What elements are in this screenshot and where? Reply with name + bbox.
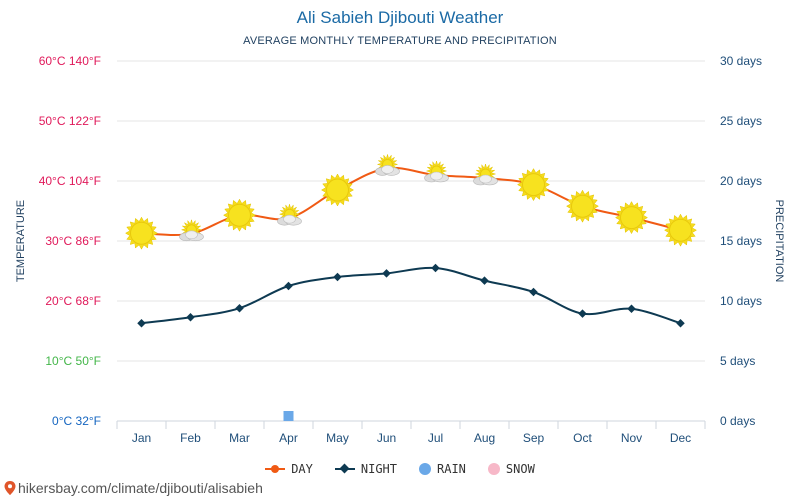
source-url: hikersbay.com/climate/djibouti/alisabieh <box>18 480 263 496</box>
cloud-part <box>479 174 492 184</box>
grid-lines <box>117 60 705 422</box>
cloud-part <box>283 214 296 224</box>
partly-cloudy-icon <box>424 160 449 183</box>
sun-disc <box>522 173 545 197</box>
night-series <box>137 263 685 328</box>
x-tick-label: Jul <box>428 431 443 445</box>
x-tick-label: Nov <box>621 431 642 445</box>
x-axis: Jan Feb Mar Apr May Jun Jul Aug Sep Oct Nov Dec <box>116 421 706 445</box>
sun-icon <box>663 213 698 247</box>
night-point <box>137 318 146 328</box>
cloud-shape <box>424 171 449 183</box>
x-tick-label: Dec <box>670 431 691 445</box>
sun-disc <box>326 178 349 202</box>
rain-dot-icon <box>419 463 431 475</box>
legend-label-rain: RAIN <box>437 462 466 476</box>
sun-icon <box>516 168 551 202</box>
chart-title: Ali Sabieh Djibouti Weather <box>296 8 504 27</box>
right-tick-label: 20 days <box>720 174 762 188</box>
cloud-shape <box>277 214 302 226</box>
x-tick-label: Apr <box>279 431 298 445</box>
right-tick-label: 25 days <box>720 114 762 128</box>
x-tick-label: Aug <box>474 431 495 445</box>
legend-label-day: DAY <box>291 462 313 476</box>
legend-label-night: NIGHT <box>360 462 397 476</box>
cloud-part <box>430 171 443 181</box>
left-tick-label: 60°C 140°F <box>39 54 101 68</box>
x-tick-label: Jun <box>377 431 396 445</box>
chart-subtitle: AVERAGE MONTHLY TEMPERATURE AND PRECIPIT… <box>243 35 557 47</box>
partly-cloudy-icon <box>375 153 400 176</box>
cloud-part <box>381 165 394 174</box>
right-tick-label: 30 days <box>720 54 762 68</box>
right-axis: 0 days 5 days 10 days 15 days 20 days 25 days… <box>720 54 762 428</box>
rain-series <box>283 411 294 421</box>
legend-label-snow: SNOW <box>505 462 535 476</box>
y-axis-label-right: PRECIPITATION <box>773 200 785 283</box>
right-tick-label: 15 days <box>720 234 762 248</box>
sun-icon <box>320 173 355 207</box>
cloud-shape <box>375 165 400 176</box>
weather-icons <box>124 153 698 250</box>
rain-bar <box>283 411 294 421</box>
night-line-icon <box>334 464 355 474</box>
night-point <box>431 263 440 273</box>
legend-item-day[interactable]: DAY <box>265 462 313 476</box>
left-tick-label: 50°C 122°F <box>39 114 101 128</box>
x-tick-label: Feb <box>180 431 201 445</box>
night-point <box>529 287 538 297</box>
legend: DAY NIGHT RAIN SNOW <box>0 462 800 476</box>
source-link[interactable]: hikersbay.com/climate/djibouti/alisabieh <box>4 480 263 496</box>
x-tick-label: Oct <box>573 431 592 445</box>
sun-icon <box>124 216 159 250</box>
sun-icon <box>222 198 257 232</box>
night-point <box>627 304 636 314</box>
legend-item-snow[interactable]: SNOW <box>487 462 535 476</box>
night-point <box>235 303 244 313</box>
left-tick-label: 20°C 68°F <box>45 294 101 308</box>
legend-item-night[interactable]: NIGHT <box>334 462 397 476</box>
x-tick-label: Sep <box>523 431 545 445</box>
sun-icon <box>565 189 600 223</box>
left-tick-label: 30°C 86°F <box>45 234 101 248</box>
night-line <box>141 266 681 325</box>
partly-cloudy-icon <box>277 203 302 226</box>
night-point <box>186 312 195 322</box>
y-axis-label-left: TEMPERATURE <box>15 200 27 282</box>
map-pin-icon <box>4 481 16 495</box>
x-tick-label: Mar <box>229 431 250 445</box>
sun-disc <box>620 206 643 230</box>
right-tick-label: 10 days <box>720 294 762 308</box>
weather-chart: 0°C 32°F 10°C 50°F 20°C 68°F 30°C 86°F 40°C … <box>15 54 785 445</box>
cloud-part <box>185 230 198 240</box>
day-line <box>141 166 681 236</box>
sun-icon <box>614 201 649 235</box>
night-point <box>676 318 685 328</box>
x-tick-label: May <box>326 431 349 445</box>
left-tick-label: 0°C 32°F <box>52 414 101 428</box>
right-tick-label: 0 days <box>720 414 755 428</box>
cloud-shape <box>473 174 498 186</box>
night-point <box>480 276 489 285</box>
night-point <box>578 309 587 318</box>
left-tick-label: 40°C 104°F <box>39 174 101 188</box>
sun-disc <box>130 221 153 245</box>
snow-dot-icon <box>487 463 500 475</box>
right-tick-label: 5 days <box>720 354 755 368</box>
legend-item-rain[interactable]: RAIN <box>419 462 466 476</box>
day-series <box>141 166 681 236</box>
sun-disc <box>571 194 594 218</box>
sun-disc <box>669 218 692 242</box>
partly-cloudy-icon <box>473 163 498 186</box>
sun-disc <box>228 203 251 227</box>
night-point <box>284 281 293 291</box>
night-point <box>382 269 391 278</box>
cloud-shape <box>179 230 204 242</box>
left-tick-label: 10°C 50°F <box>45 354 101 368</box>
x-tick-label: Jan <box>132 431 151 445</box>
partly-cloudy-icon <box>179 218 204 242</box>
night-point <box>333 272 342 282</box>
left-axis: 0°C 32°F 10°C 50°F 20°C 68°F 30°C 86°F 40°C … <box>39 54 101 428</box>
day-line-icon <box>265 464 286 474</box>
